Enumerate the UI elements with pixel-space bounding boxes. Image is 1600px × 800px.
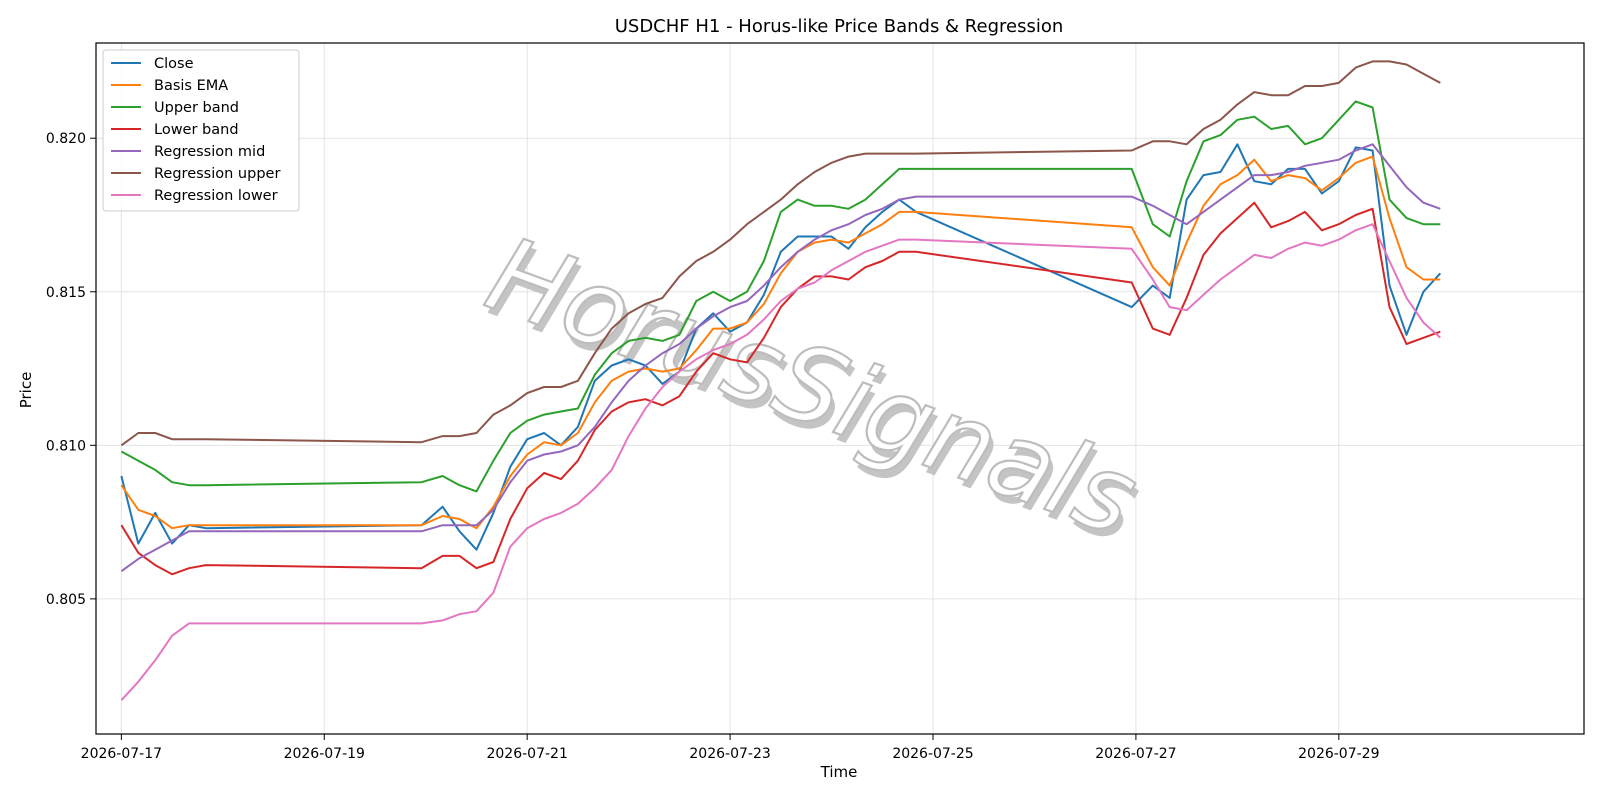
legend: Close Basis EMA Upper band Lower band Regres… <box>102 49 300 212</box>
x-tick-label: 2026-07-23 <box>689 746 770 762</box>
legend-entry: Lower band <box>154 122 239 138</box>
x-tick-label: 2026-07-17 <box>81 746 162 762</box>
chart-title: USDCHF H1 - Horus-like Price Bands & Reg… <box>615 16 1064 37</box>
y-tick-label: 0.810 <box>46 438 86 454</box>
legend-entry: Basis EMA <box>154 78 228 94</box>
x-tick-label: 2026-07-21 <box>486 746 567 762</box>
y-tick-label: 0.815 <box>46 285 86 301</box>
x-axis-label: Time <box>820 763 858 781</box>
series-line-regression-upper <box>120 60 1441 447</box>
grid <box>96 43 1584 734</box>
series-line-basis-ema <box>120 155 1441 530</box>
series-line-upper-band <box>120 100 1441 493</box>
series-line-close <box>120 143 1442 551</box>
legend-box <box>102 49 300 212</box>
y-axis: 0.805 0.810 0.815 0.820 <box>46 131 96 608</box>
y-tick-label: 0.820 <box>46 131 86 147</box>
plot-frame <box>95 42 1585 735</box>
legend-entry: Regression lower <box>154 188 278 204</box>
legend-entry: Regression mid <box>154 144 265 160</box>
series-line-lower-band <box>120 201 1441 576</box>
y-tick-label: 0.805 <box>46 592 86 608</box>
y-axis-label: Price <box>17 372 35 409</box>
x-tick-label: 2026-07-29 <box>1298 746 1379 762</box>
series-line-regression-mid <box>120 143 1441 573</box>
x-tick-label: 2026-07-25 <box>892 746 973 762</box>
series-layer <box>120 60 1442 701</box>
x-tick-label: 2026-07-27 <box>1095 746 1176 762</box>
x-axis: 2026-07-17 2026-07-19 2026-07-21 2026-07-23… <box>81 734 1380 762</box>
legend-entry: Upper band <box>154 100 239 116</box>
series-line-regression-lower <box>120 223 1441 701</box>
x-tick-label: 2026-07-19 <box>284 746 365 762</box>
legend-entry: Close <box>154 56 194 72</box>
legend-entry: Regression upper <box>154 166 280 182</box>
